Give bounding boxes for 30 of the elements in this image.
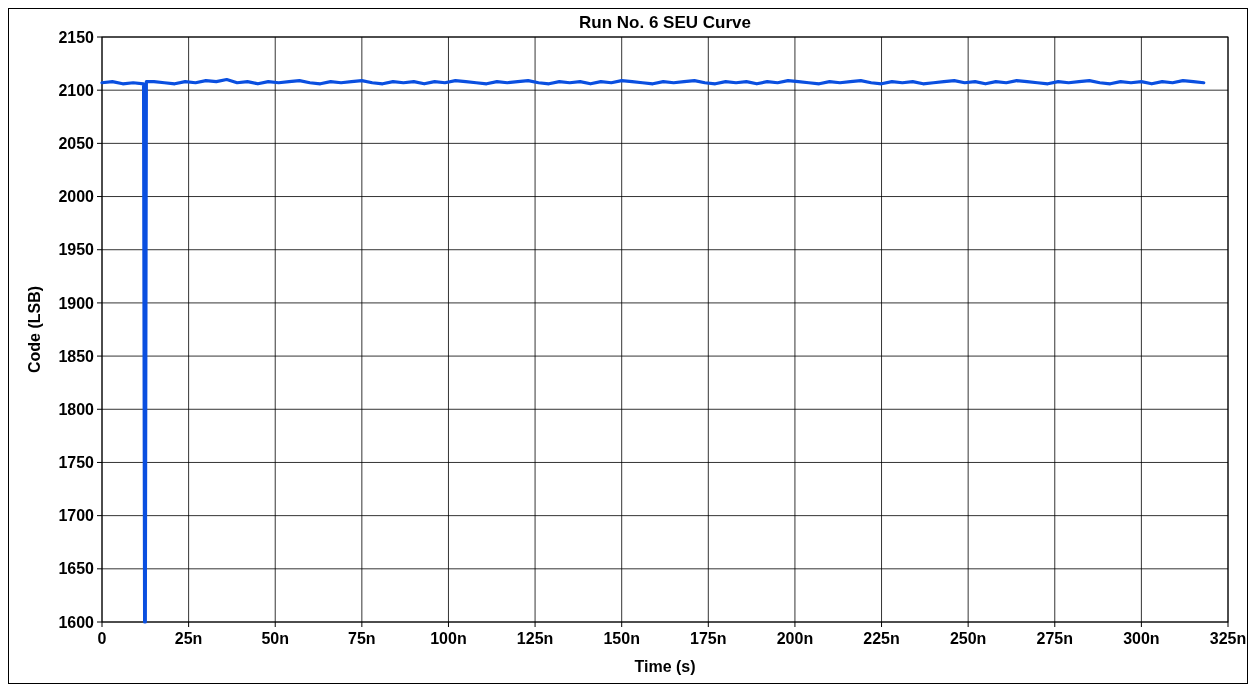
y-tick-label: 1700 bbox=[58, 507, 95, 525]
x-tick-label: 100n bbox=[430, 630, 467, 647]
y-tick-label: 1750 bbox=[58, 454, 95, 472]
y-tick-label: 1950 bbox=[58, 241, 95, 259]
y-tick-label: 1600 bbox=[58, 613, 95, 631]
x-tick-label: 75n bbox=[348, 630, 376, 647]
x-tick-label: 275n bbox=[1036, 630, 1073, 647]
y-tick-label: 2050 bbox=[58, 134, 95, 152]
y-tick-label: 1800 bbox=[58, 400, 95, 418]
y-axis-title: Code (LSB) bbox=[26, 285, 43, 374]
x-tick-label: 200n bbox=[776, 630, 814, 647]
x-tick-label: 250n bbox=[949, 630, 987, 647]
y-tick-label: 1900 bbox=[58, 294, 95, 312]
line-series bbox=[100, 77, 1206, 624]
y-tick-label: 1850 bbox=[58, 347, 95, 365]
x-tick-label: 175n bbox=[690, 630, 727, 647]
y-tick-label: 2000 bbox=[58, 188, 95, 206]
x-tick-label: 0 bbox=[97, 630, 107, 647]
y-tick-label: 2100 bbox=[58, 81, 95, 99]
x-tick-label: 125n bbox=[516, 630, 554, 647]
x-tick-label: 225n bbox=[863, 630, 900, 647]
x-tick-label: 325n bbox=[1209, 630, 1247, 647]
chart-title: Run No. 6 SEU Curve bbox=[579, 13, 751, 32]
x-tick-label: 25n bbox=[174, 630, 203, 647]
x-tick-label: 300n bbox=[1123, 630, 1160, 647]
x-tick-label: 50n bbox=[261, 630, 290, 647]
x-axis-title: Time (s) bbox=[634, 658, 696, 675]
y-tick-label: 2150 bbox=[58, 28, 95, 46]
y-tick-label: 1650 bbox=[58, 560, 95, 578]
x-tick-label: 150n bbox=[603, 630, 640, 647]
